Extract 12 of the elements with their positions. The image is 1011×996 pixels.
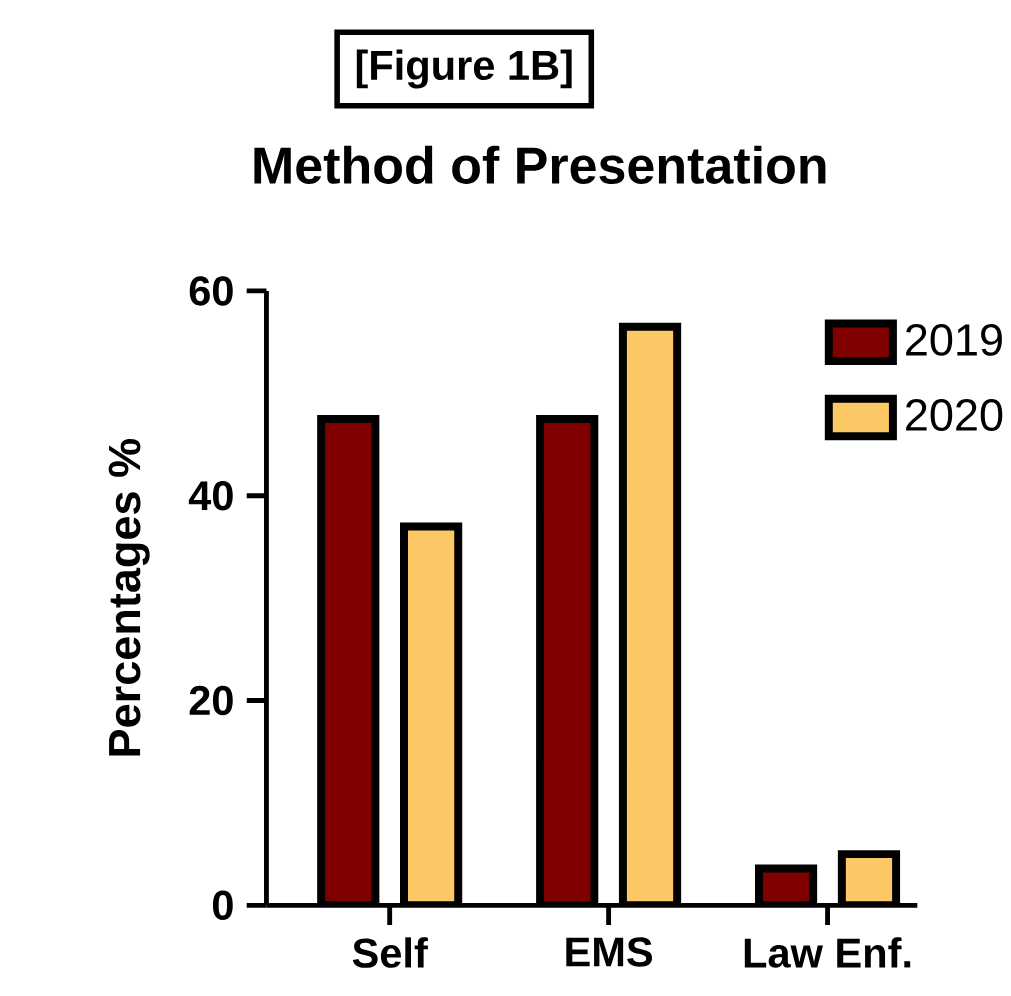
y-tick-label: 0 xyxy=(212,890,233,920)
y-tick-label: 60 xyxy=(189,276,233,306)
text: [Figure 1B] xyxy=(356,49,572,89)
y-tick-label: 40 xyxy=(188,480,233,511)
legend-label: 2019 xyxy=(906,323,1002,356)
legend-label: 2020 xyxy=(906,398,1003,431)
x-tick-label: EMS xyxy=(566,937,653,967)
y-tick-label: 20 xyxy=(189,685,233,716)
x-tick-label: Self xyxy=(352,937,428,968)
y-axis-title: Percentages % xyxy=(108,438,150,756)
chart-title: Method of Presentation xyxy=(254,145,826,184)
x-tick-label: Law Enf. xyxy=(744,937,911,968)
